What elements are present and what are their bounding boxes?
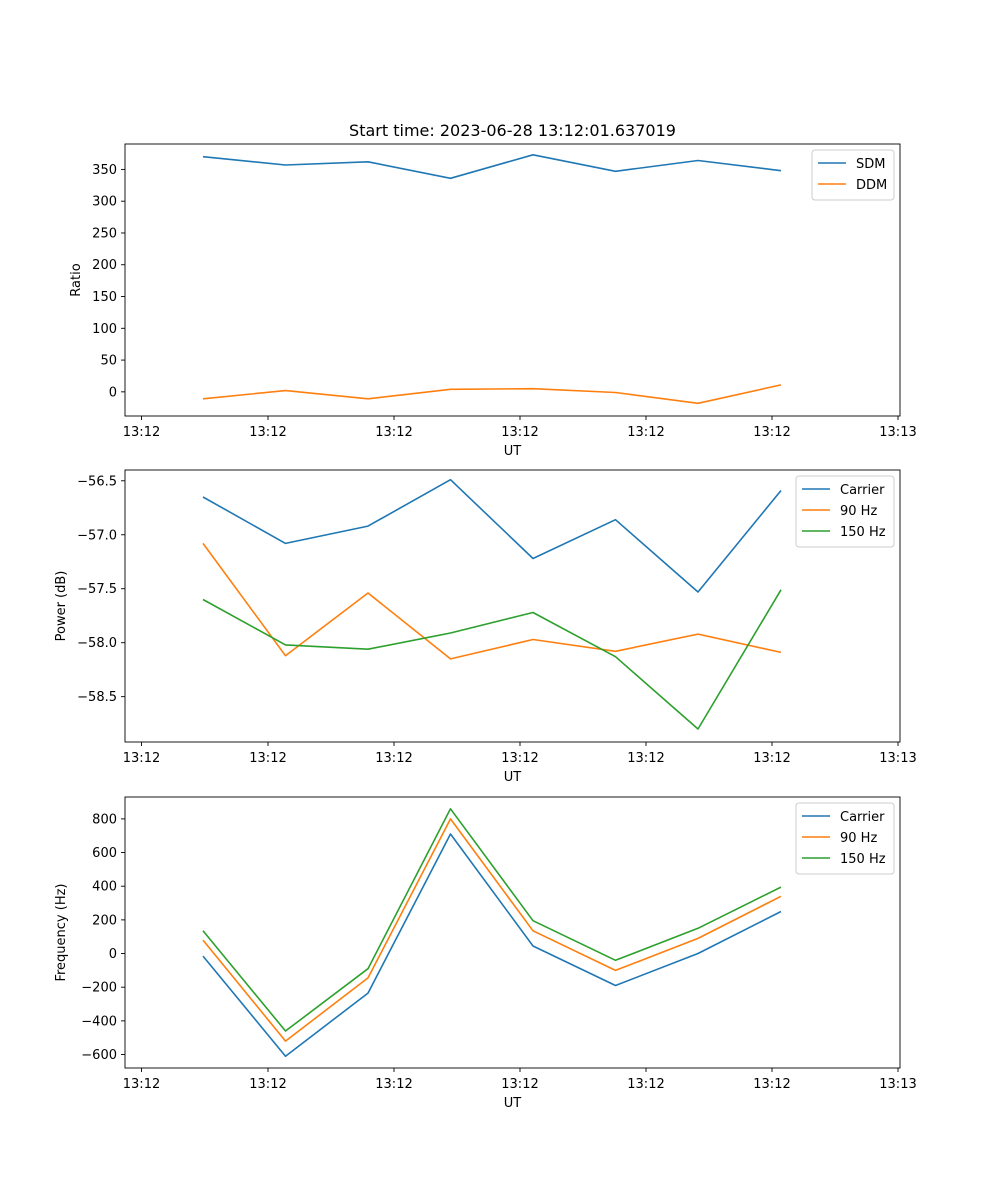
- y-tick-label: 0: [109, 947, 117, 962]
- legend-label: 150 Hz: [840, 525, 886, 540]
- y-tick-label: −56.5: [77, 474, 117, 489]
- legend: Carrier 90 Hz 150 Hz: [795, 802, 895, 875]
- x-tick-label: 13:12: [123, 751, 160, 766]
- x-tick-label: 13:12: [249, 425, 286, 440]
- x-tick-label: 13:13: [879, 751, 916, 766]
- x-axis-label: UT: [504, 770, 522, 785]
- y-tick-label: 200: [92, 258, 117, 273]
- x-tick-label: 13:12: [753, 1077, 790, 1092]
- legend-label: DDM: [856, 178, 887, 193]
- legend-box: [795, 802, 895, 875]
- x-tick-label: 13:12: [501, 1077, 538, 1092]
- legend-label: Carrier: [840, 483, 885, 498]
- y-tick-label: 800: [92, 812, 117, 827]
- x-tick-label: 13:12: [249, 1077, 286, 1092]
- x-tick-label: 13:12: [501, 425, 538, 440]
- y-tick-label: 250: [92, 226, 117, 241]
- x-tick-label: 13:12: [249, 751, 286, 766]
- x-tick-label: 13:12: [627, 1077, 664, 1092]
- y-tick-label: −600: [81, 1048, 117, 1063]
- y-axis-label: Ratio: [69, 263, 84, 296]
- y-tick-label: 350: [92, 163, 117, 178]
- x-tick-label: 13:12: [753, 425, 790, 440]
- y-tick-label: 200: [92, 913, 117, 928]
- x-tick-label: 13:12: [753, 751, 790, 766]
- axes-frame: [124, 796, 901, 1069]
- x-tick-label: 13:13: [879, 425, 916, 440]
- subplot-1: 13:12 13:12 13:12 13:12 13:12 13:12 13:13 UT 0 50…: [69, 143, 917, 459]
- x-tick-label: 13:12: [375, 751, 412, 766]
- series-line-ddm: [202, 384, 782, 405]
- legend-box: [795, 475, 895, 548]
- x-tick-label: 13:12: [627, 425, 664, 440]
- legend-label: 90 Hz: [840, 504, 877, 519]
- y-tick-label: 400: [92, 880, 117, 895]
- y-tick-label: 150: [92, 290, 117, 305]
- x-axis-label: UT: [504, 1096, 522, 1111]
- x-tick-label: 13:12: [123, 1077, 160, 1092]
- legend: Carrier 90 Hz 150 Hz: [795, 475, 895, 548]
- y-axis-label: Power (dB): [54, 571, 69, 642]
- y-tick-label: −200: [81, 981, 117, 996]
- series-line-carrier: [202, 478, 782, 593]
- legend-label: SDM: [856, 157, 885, 172]
- x-tick-label: 13:12: [501, 751, 538, 766]
- series-line-150-hz: [202, 807, 782, 1032]
- y-tick-label: 300: [92, 195, 117, 210]
- x-tick-label: 13:13: [879, 1077, 916, 1092]
- axes-frame: [124, 469, 901, 743]
- y-tick-label: −57.5: [77, 582, 117, 597]
- legend-label: 150 Hz: [840, 852, 886, 867]
- subplots-group: 13:12 13:12 13:12 13:12 13:12 13:12 13:13 UT 0 50…: [54, 143, 917, 1111]
- x-tick-label: 13:12: [375, 1077, 412, 1092]
- axes-frame: [124, 143, 901, 417]
- y-tick-label: 100: [92, 322, 117, 337]
- y-tick-label: −58.0: [77, 636, 117, 651]
- y-tick-label: −57.0: [77, 528, 117, 543]
- y-tick-label: −58.5: [77, 690, 117, 705]
- y-tick-label: 0: [109, 385, 117, 400]
- series-line-carrier: [202, 833, 782, 1057]
- series-line-90-hz: [202, 818, 782, 1042]
- y-axis-label: Frequency (Hz): [54, 883, 69, 981]
- figure-title: Start time: 2023-06-28 13:12:01.637019: [349, 121, 676, 140]
- x-tick-label: 13:12: [627, 751, 664, 766]
- y-tick-label: 600: [92, 846, 117, 861]
- x-tick-label: 13:12: [123, 425, 160, 440]
- y-tick-label: 50: [100, 354, 117, 369]
- subplot-2: 13:12 13:12 13:12 13:12 13:12 13:12 13:13 UT −58…: [54, 469, 917, 785]
- x-axis-label: UT: [504, 444, 522, 459]
- legend-label: 90 Hz: [840, 831, 877, 846]
- series-line-150-hz: [202, 589, 782, 730]
- subplot-3: 13:12 13:12 13:12 13:12 13:12 13:12 13:13 UT −60…: [54, 796, 917, 1111]
- legend: SDM DDM: [811, 149, 895, 201]
- legend-label: Carrier: [840, 810, 885, 825]
- series-line-sdm: [202, 154, 782, 180]
- y-tick-label: −400: [81, 1014, 117, 1029]
- x-tick-label: 13:12: [375, 425, 412, 440]
